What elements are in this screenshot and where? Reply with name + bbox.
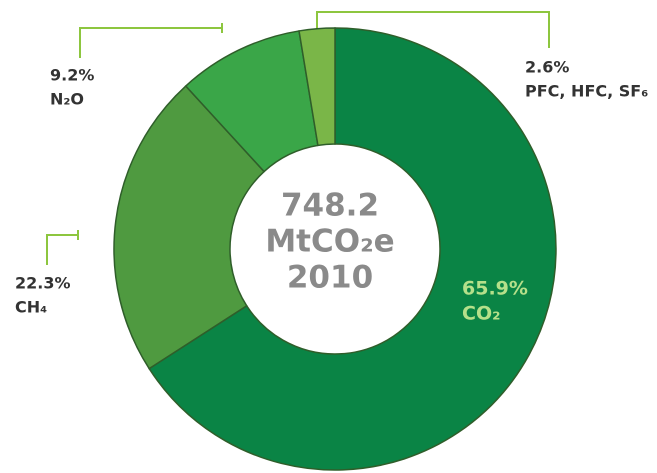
slice	[113, 84, 266, 370]
category-label: CH₄	[15, 298, 47, 317]
value-label: 65.9%	[462, 278, 528, 300]
donut	[113, 27, 557, 471]
slice	[298, 27, 336, 147]
category-label: PFC, HFC, SF₆	[525, 82, 648, 101]
center-value: 748.2	[281, 188, 379, 224]
category-label: CO₂	[462, 303, 500, 325]
category-label: N₂O	[50, 90, 84, 109]
value-label: 9.2%	[50, 66, 94, 85]
slice	[148, 27, 557, 471]
center-unit: MtCO₂e	[265, 224, 394, 260]
value-label: 2.6%	[525, 58, 569, 77]
center-year: 2010	[287, 260, 373, 296]
value-label: 22.3%	[15, 274, 71, 293]
leader-line	[79, 27, 222, 58]
leader-line	[46, 234, 78, 265]
